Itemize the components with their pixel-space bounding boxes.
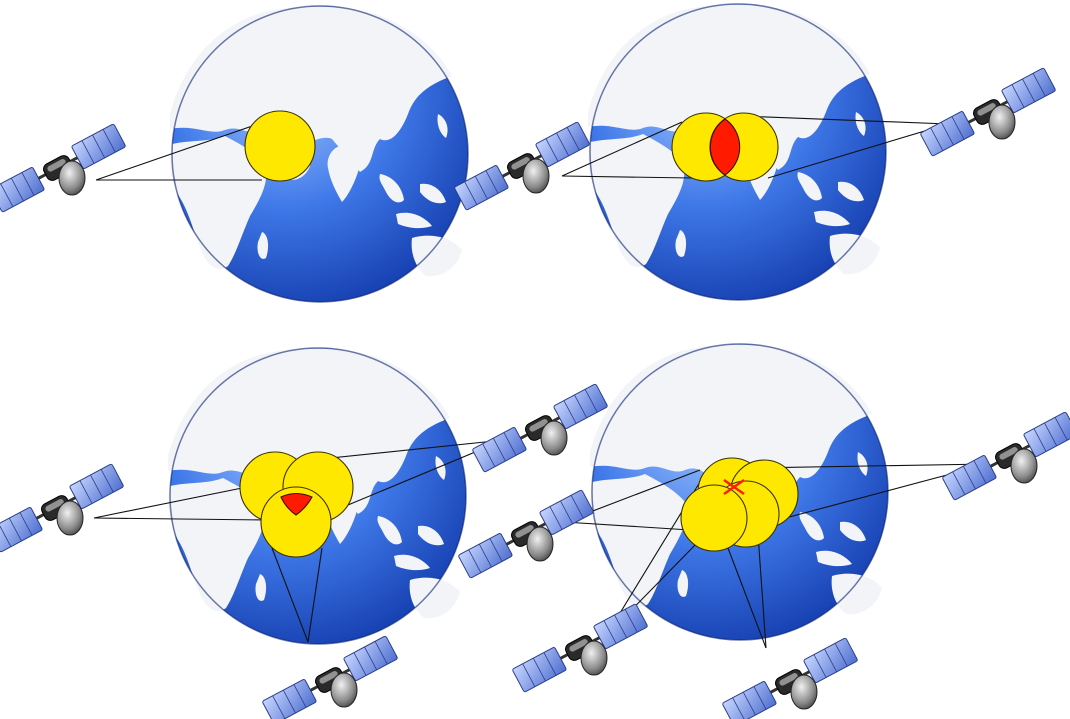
range-line [727,547,767,649]
satellite-icon [452,120,592,212]
satellite-icon [456,488,596,580]
satellite-icon [470,382,610,474]
range-line [307,547,323,643]
coverage-circle [244,110,316,182]
globe-icon [169,5,469,303]
intersection-marker [723,479,745,495]
satellite-icon [918,66,1058,158]
range-line [739,115,949,125]
coverage-circle [260,486,332,558]
range-line [93,485,253,519]
range-line [561,175,693,179]
range-line [93,517,267,521]
panel-four-satellites [456,343,1070,719]
range-line [747,463,989,469]
range-line [563,521,691,531]
range-line [767,123,949,179]
range-line [561,121,683,177]
satellite-icon [940,410,1070,502]
range-line [95,123,259,181]
coverage-circle [680,484,748,552]
intersection-marker [709,118,741,176]
satellite-icon [0,122,128,214]
range-line [271,547,309,643]
range-line [757,533,767,649]
satellite-icon [0,462,126,554]
satellite-icon [260,634,400,719]
panel-one-satellite [0,5,469,303]
satellite-icon [720,636,860,719]
satellite-icon [510,602,650,694]
panel-two-satellites [452,3,1058,301]
panel-three-satellites [0,347,610,719]
intersection-marker [280,492,313,516]
